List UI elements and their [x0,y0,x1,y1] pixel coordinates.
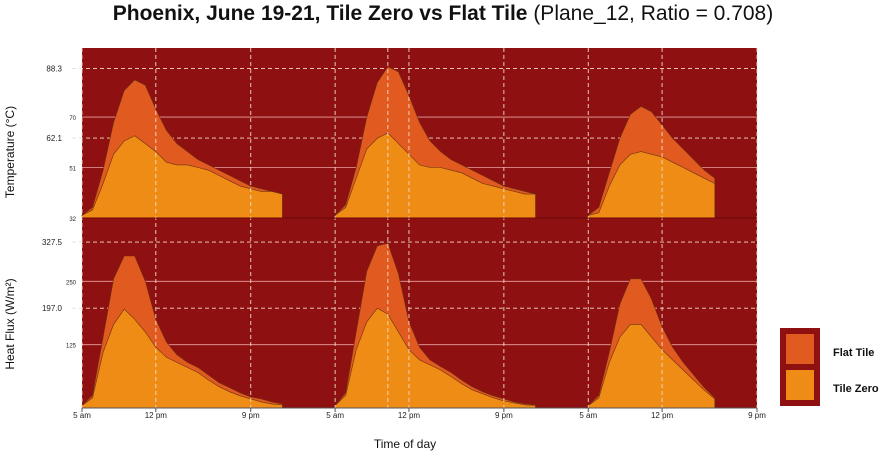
temperature-y-tick-label: 70 [69,116,76,122]
temperature-y-tick-label: 32 [69,217,76,223]
x-tick-label: 9 pm [748,411,766,420]
heat-flux-y-tick-label: 197.0 [42,304,63,313]
temperature-series-tile-zero-day1 [81,135,283,219]
heat-flux-series-tile-zero-day2 [334,307,536,409]
heat-flux-y-tick-label: 327.5 [42,238,63,247]
chart-title-sub: (Plane_12, Ratio = 0.708) [533,2,774,25]
legend-swatch-flat-tile [786,334,814,364]
x-tick-label: 12 pm [145,411,168,420]
y-axis-label-heat-flux: Heat Flux (W/m²) [3,278,17,370]
x-tick-label: 9 pm [495,411,513,420]
y-axis-label-temperature: Temperature (°C) [3,105,17,199]
x-tick-label: 12 pm [398,411,421,420]
chart-title-main: Phoenix, June 19-21, Tile Zero vs Flat T… [112,2,528,25]
legend-swatch-tile-zero [786,370,814,400]
heat-flux-series-tile-zero-day1 [81,308,283,409]
legend-label-flat-tile: Flat Tile [833,347,875,359]
temperature-y-tick-label: 51 [69,167,76,173]
heat-flux-series-tile-zero-day3 [587,324,716,409]
x-tick-label: 9 pm [242,411,260,420]
temperature-series-tile-zero-day2 [334,132,536,219]
temperature-series-tile-zero-day3 [587,151,716,219]
x-axis-label: Time of day [373,437,437,451]
legend-label-tile-zero: Tile Zero [833,383,879,395]
temperature-y-tick-label: 62.1 [46,134,62,143]
chart-title: Phoenix, June 19-21, Tile Zero vs Flat T… [0,2,886,26]
x-tick-label: 12 pm [651,411,674,420]
x-tick-label: 5 am [326,411,344,420]
x-tick-label: 5 am [73,411,91,420]
heat-flux-y-tick-label: 250 [66,280,77,286]
x-tick-label: 5 am [579,411,597,420]
heat-flux-y-tick-label: 125 [66,344,77,350]
temperature-y-tick-label: 88.3 [46,64,62,73]
legend [780,328,820,406]
